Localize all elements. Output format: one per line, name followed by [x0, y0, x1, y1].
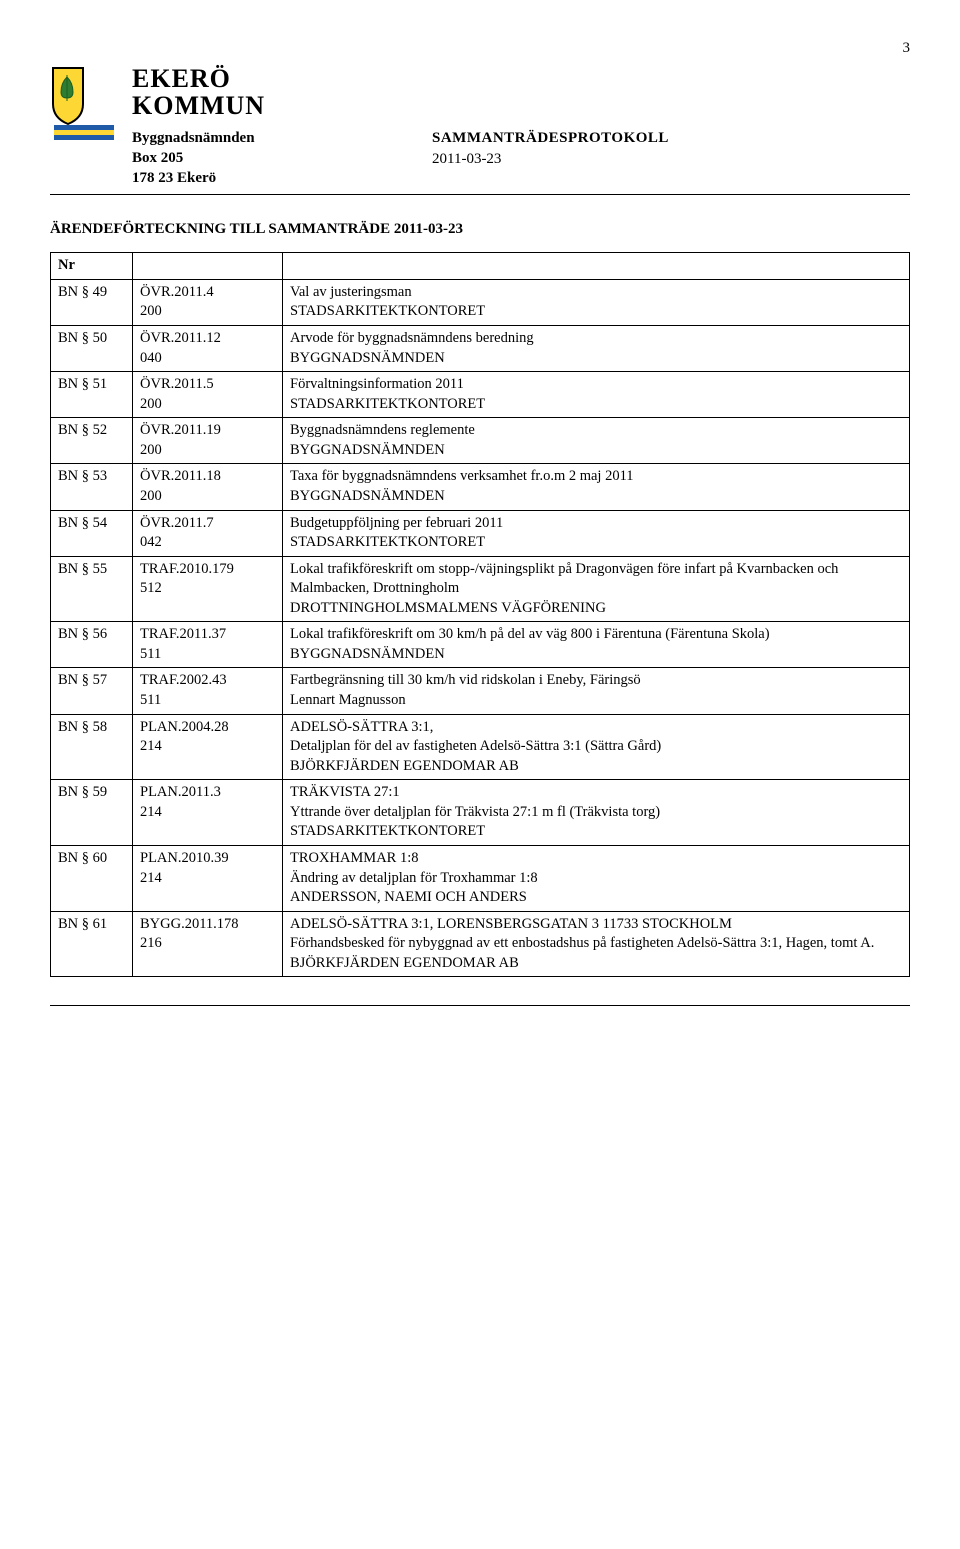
- cell-desc: TROXHAMMAR 1:8Ändring av detaljplan för …: [283, 845, 910, 911]
- doc-title: SAMMANTRÄDESPROTOKOLL: [432, 128, 910, 148]
- cell-desc: Förvaltningsinformation 2011STADSARKITEK…: [283, 372, 910, 418]
- cell-ref: PLAN.2004.28214: [133, 714, 283, 780]
- cell-nr: BN § 55: [51, 556, 133, 622]
- org-name: EKERÖ KOMMUN: [132, 65, 910, 120]
- table-row: BN § 59PLAN.2011.3214TRÄKVISTA 27:1 Yttr…: [51, 780, 910, 846]
- cell-ref: PLAN.2010.39214: [133, 845, 283, 911]
- footer-divider: [50, 1005, 910, 1006]
- cell-desc: Byggnadsnämndens reglementeBYGGNADSNÄMND…: [283, 418, 910, 464]
- cell-ref: ÖVR.2011.4200: [133, 279, 283, 325]
- document-header: EKERÖ KOMMUN Byggnadsnämnden Box 205 178…: [50, 65, 910, 188]
- table-row: BN § 55TRAF.2010.179512Lokal trafikföres…: [51, 556, 910, 622]
- cell-nr: BN § 60: [51, 845, 133, 911]
- table-row: BN § 57TRAF.2002.43511Fartbegränsning ti…: [51, 668, 910, 714]
- cell-nr: BN § 51: [51, 372, 133, 418]
- municipality-logo-icon: [50, 65, 118, 145]
- agenda-table: NrBN § 49ÖVR.2011.4200Val av justeringsm…: [50, 252, 910, 977]
- table-row: BN § 54ÖVR.2011.7042Budgetuppföljning pe…: [51, 510, 910, 556]
- table-row: BN § 58PLAN.2004.28214ADELSÖ-SÄTTRA 3:1,…: [51, 714, 910, 780]
- cell-ref: ÖVR.2011.18200: [133, 464, 283, 510]
- sender-box: Box 205: [132, 148, 432, 168]
- org-name-line2: KOMMUN: [132, 92, 910, 119]
- cell-desc: Arvode för byggnadsnämndens beredningBYG…: [283, 326, 910, 372]
- cell-desc: ADELSÖ-SÄTTRA 3:1, LORENSBERGSGATAN 3 11…: [283, 911, 910, 977]
- section-title: ÄRENDEFÖRTECKNING TILL SAMMANTRÄDE 2011-…: [50, 221, 910, 238]
- cell-ref: PLAN.2011.3214: [133, 780, 283, 846]
- table-row: BN § 56TRAF.2011.37511Lokal trafikföresk…: [51, 622, 910, 668]
- cell-nr: BN § 49: [51, 279, 133, 325]
- cell-ref: TRAF.2011.37511: [133, 622, 283, 668]
- cell-desc: Budgetuppföljning per februari 2011STADS…: [283, 510, 910, 556]
- cell-nr: BN § 54: [51, 510, 133, 556]
- table-row: BN § 60PLAN.2010.39214TROXHAMMAR 1:8Ändr…: [51, 845, 910, 911]
- col-header-ref: [133, 253, 283, 280]
- cell-desc: TRÄKVISTA 27:1 Yttrande över detaljplan …: [283, 780, 910, 846]
- cell-desc: Lokal trafikföreskrift om stopp-/väjning…: [283, 556, 910, 622]
- org-name-line1: EKERÖ: [132, 65, 910, 92]
- cell-nr: BN § 56: [51, 622, 133, 668]
- cell-nr: BN § 61: [51, 911, 133, 977]
- cell-nr: BN § 57: [51, 668, 133, 714]
- cell-ref: BYGG.2011.178216: [133, 911, 283, 977]
- doc-date: 2011-03-23: [432, 149, 910, 169]
- table-row: BN § 51ÖVR.2011.5200Förvaltningsinformat…: [51, 372, 910, 418]
- cell-nr: BN § 50: [51, 326, 133, 372]
- table-row: BN § 53ÖVR.2011.18200Taxa för byggnadsnä…: [51, 464, 910, 510]
- sender-post: 178 23 Ekerö: [132, 168, 432, 188]
- table-row: BN § 61BYGG.2011.178216ADELSÖ-SÄTTRA 3:1…: [51, 911, 910, 977]
- cell-ref: ÖVR.2011.19200: [133, 418, 283, 464]
- col-header-desc: [283, 253, 910, 280]
- sender-block: Byggnadsnämnden Box 205 178 23 Ekerö: [132, 128, 432, 189]
- cell-ref: ÖVR.2011.7042: [133, 510, 283, 556]
- cell-desc: Lokal trafikföreskrift om 30 km/h på del…: [283, 622, 910, 668]
- table-row: BN § 49ÖVR.2011.4200Val av justeringsman…: [51, 279, 910, 325]
- col-header-nr: Nr: [51, 253, 133, 280]
- cell-nr: BN § 52: [51, 418, 133, 464]
- cell-desc: Val av justeringsmanSTADSARKITEKTKONTORE…: [283, 279, 910, 325]
- cell-desc: ADELSÖ-SÄTTRA 3:1,Detaljplan för del av …: [283, 714, 910, 780]
- cell-ref: TRAF.2002.43511: [133, 668, 283, 714]
- sender-name: Byggnadsnämnden: [132, 128, 432, 148]
- cell-desc: Taxa för byggnadsnämndens verksamhet fr.…: [283, 464, 910, 510]
- cell-ref: TRAF.2010.179512: [133, 556, 283, 622]
- cell-nr: BN § 59: [51, 780, 133, 846]
- doc-meta: SAMMANTRÄDESPROTOKOLL 2011-03-23: [432, 128, 910, 189]
- cell-ref: ÖVR.2011.5200: [133, 372, 283, 418]
- page-number: 3: [50, 40, 910, 57]
- table-row: BN § 52ÖVR.2011.19200Byggnadsnämndens re…: [51, 418, 910, 464]
- cell-nr: BN § 58: [51, 714, 133, 780]
- cell-ref: ÖVR.2011.12040: [133, 326, 283, 372]
- header-divider: [50, 194, 910, 195]
- cell-desc: Fartbegränsning till 30 km/h vid ridskol…: [283, 668, 910, 714]
- cell-nr: BN § 53: [51, 464, 133, 510]
- table-row: BN § 50ÖVR.2011.12040Arvode för byggnads…: [51, 326, 910, 372]
